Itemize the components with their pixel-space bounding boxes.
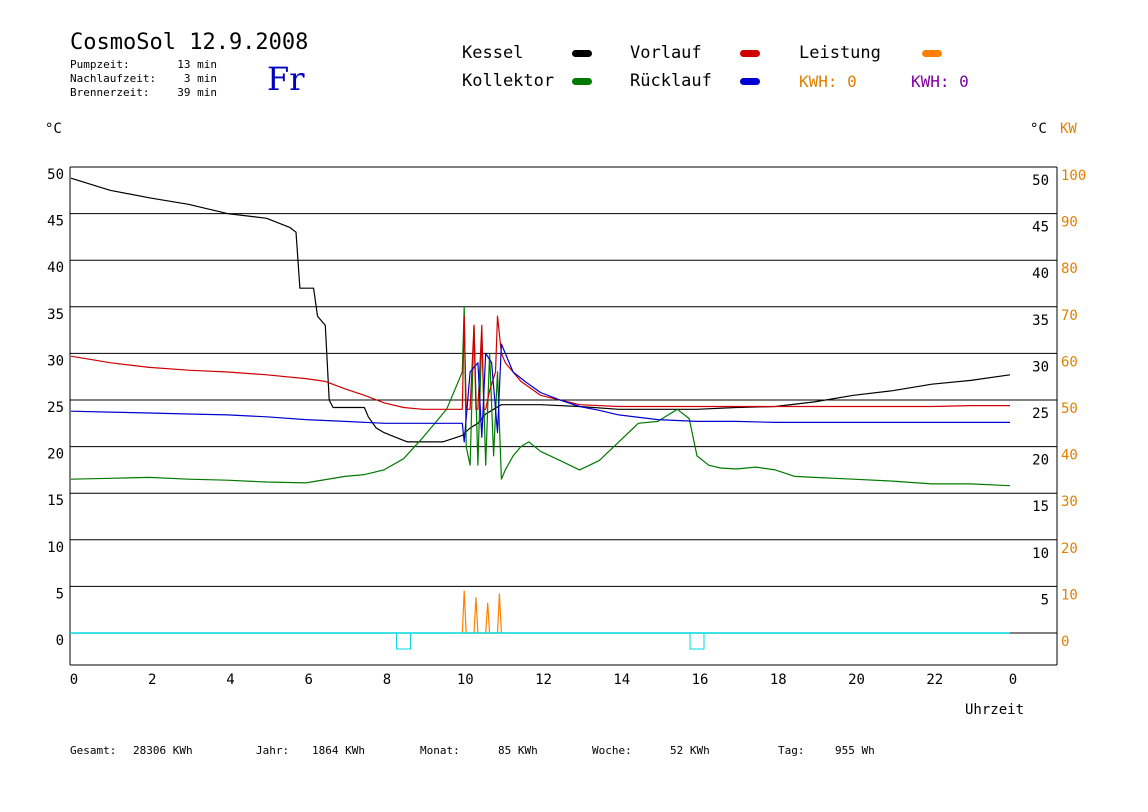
legend-kollektor-swatch bbox=[572, 78, 592, 85]
footer-gesamt-value: 28306 KWh bbox=[133, 744, 193, 757]
legend-ruecklauf: Rücklauf bbox=[630, 71, 712, 91]
x-tick: 2 bbox=[148, 672, 156, 688]
x-tick: 4 bbox=[226, 672, 234, 688]
x-tick: 8 bbox=[383, 672, 391, 688]
footer-monat-label: Monat: bbox=[420, 744, 460, 757]
y-tick-right-c: 40 bbox=[1032, 266, 1049, 282]
legend-kessel-swatch bbox=[572, 50, 592, 57]
x-tick: 12 bbox=[535, 672, 552, 688]
y-tick-left: 10 bbox=[47, 540, 64, 556]
legend-vorlauf-swatch bbox=[740, 50, 760, 57]
stat-nachlaufzeit-label: Nachlaufzeit: bbox=[70, 72, 157, 85]
x-tick: 22 bbox=[926, 672, 943, 688]
right-axis-unit-kw: KW bbox=[1060, 121, 1077, 137]
series-layer bbox=[70, 177, 1011, 634]
footer-jahr-label: Jahr: bbox=[256, 744, 290, 757]
footer-jahr-value: 1864 KWh bbox=[312, 744, 365, 757]
footer-tag-value: 955 Wh bbox=[835, 744, 875, 757]
stat-nachlaufzeit-value: 3 min bbox=[183, 72, 217, 85]
footer-monat-value: 85 KWh bbox=[498, 744, 538, 757]
y-tick-left: 35 bbox=[47, 307, 64, 323]
series-line-kollektor bbox=[70, 306, 1011, 487]
series-line-kessel bbox=[70, 177, 1011, 443]
y-tick-right-kw: 100 bbox=[1061, 168, 1086, 184]
left-axis-unit: °C bbox=[45, 121, 62, 137]
plot-frame bbox=[69, 167, 1058, 666]
y-tick-right-c: 25 bbox=[1032, 406, 1049, 422]
stat-pumpzeit-value: 13 min bbox=[177, 58, 217, 71]
footer-woche-label: Woche: bbox=[592, 744, 632, 757]
x-tick: 18 bbox=[770, 672, 787, 688]
y-tick-left: 15 bbox=[47, 493, 64, 509]
y-tick-right-c: 5 bbox=[1041, 592, 1049, 608]
y-tick-right-c: 10 bbox=[1032, 546, 1049, 562]
y-tick-left: 5 bbox=[56, 586, 64, 602]
y-tick-left: 40 bbox=[47, 260, 64, 276]
y-tick-left: 45 bbox=[47, 214, 64, 230]
series-line-rcklauf bbox=[70, 343, 1010, 443]
y-tick-right-kw: 70 bbox=[1061, 308, 1078, 324]
y-tick-right-kw: 90 bbox=[1061, 215, 1078, 231]
pump-indicators bbox=[70, 632, 1010, 650]
chart-title: CosmoSol 12.9.2008 bbox=[70, 30, 309, 55]
y-tick-right-kw: 20 bbox=[1061, 541, 1078, 557]
y-tick-right-kw: 40 bbox=[1061, 448, 1078, 464]
pump-marker bbox=[396, 632, 412, 650]
y-tick-right-kw: 80 bbox=[1061, 261, 1078, 277]
series-line-vorlauf bbox=[70, 315, 1010, 410]
y-tick-left: 30 bbox=[47, 353, 64, 369]
stat-brennerzeit-value: 39 min bbox=[177, 86, 217, 99]
y-tick-left: 25 bbox=[47, 400, 64, 416]
stats-labels: Pumpzeit: Nachlaufzeit: Brennerzeit: bbox=[70, 58, 156, 100]
stats-values: 13 min 3 min 39 min bbox=[160, 58, 217, 100]
y-tick-right-c: 50 bbox=[1032, 173, 1049, 189]
y-tick-right-c: 35 bbox=[1032, 313, 1049, 329]
x-tick: 14 bbox=[613, 672, 630, 688]
tick-labels: 5045403530252015105050454035302520151051… bbox=[47, 167, 1086, 688]
stat-brennerzeit-label: Brennerzeit: bbox=[70, 86, 150, 99]
footer-woche-value: 52 KWh bbox=[670, 744, 710, 757]
x-tick: 16 bbox=[692, 672, 709, 688]
stat-pumpzeit-label: Pumpzeit: bbox=[70, 58, 130, 71]
x-axis-label: Uhrzeit bbox=[965, 702, 1024, 718]
footer-tag-label: Tag: bbox=[778, 744, 805, 757]
pump-marker bbox=[689, 632, 705, 650]
legend-vorlauf: Vorlauf bbox=[630, 43, 702, 63]
legend-leistung: Leistung bbox=[799, 43, 881, 63]
x-tick: 6 bbox=[305, 672, 313, 688]
y-tick-right-c: 30 bbox=[1032, 359, 1049, 375]
grid-lines bbox=[70, 166, 1057, 634]
y-tick-left: 0 bbox=[56, 633, 64, 649]
y-tick-right-kw: 0 bbox=[1061, 634, 1069, 650]
kwh-purple: KWH: 0 bbox=[911, 72, 969, 91]
y-tick-right-c: 20 bbox=[1032, 453, 1049, 469]
y-tick-left: 50 bbox=[47, 167, 64, 183]
legend-ruecklauf-swatch bbox=[740, 78, 760, 85]
weekday-label: Fr bbox=[267, 60, 305, 98]
kwh-orange: KWH: 0 bbox=[799, 72, 857, 91]
legend-kollektor: Kollektor bbox=[462, 71, 555, 91]
y-tick-right-c: 15 bbox=[1032, 499, 1049, 515]
series-line-leistung bbox=[461, 590, 502, 634]
y-tick-right-c: 45 bbox=[1032, 220, 1049, 236]
footer-gesamt-label: Gesamt: bbox=[70, 744, 117, 757]
x-tick: 20 bbox=[848, 672, 865, 688]
legend-kessel: Kessel bbox=[462, 43, 524, 63]
y-tick-left: 20 bbox=[47, 447, 64, 463]
right-axis-unit: °C bbox=[1030, 121, 1047, 137]
x-tick: 0 bbox=[70, 672, 78, 688]
y-tick-right-kw: 30 bbox=[1061, 494, 1078, 510]
y-tick-right-kw: 10 bbox=[1061, 587, 1078, 603]
y-tick-right-kw: 60 bbox=[1061, 354, 1078, 370]
y-tick-right-kw: 50 bbox=[1061, 401, 1078, 417]
x-tick: 10 bbox=[457, 672, 474, 688]
x-tick: 0 bbox=[1009, 672, 1017, 688]
legend-leistung-swatch bbox=[922, 50, 942, 57]
